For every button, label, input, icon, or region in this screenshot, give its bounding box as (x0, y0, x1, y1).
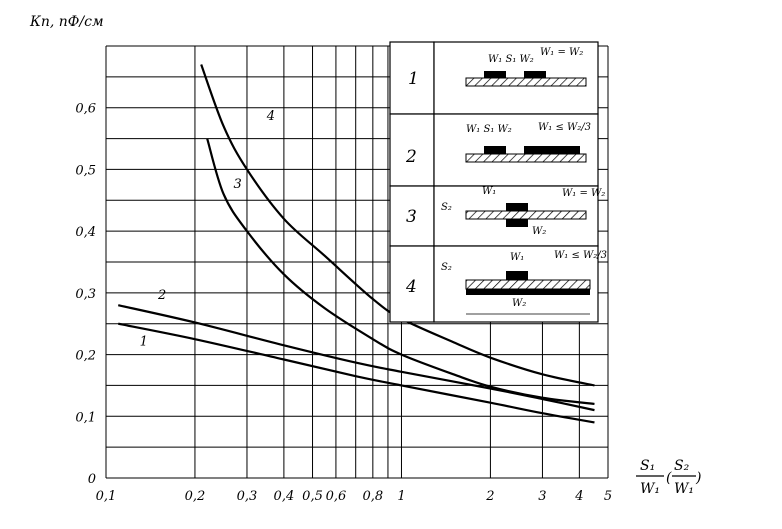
svg-text:W₁ = W₂: W₁ = W₂ (540, 47, 583, 58)
y-tick-label: 0,1 (75, 410, 96, 425)
inset-diagram: 1 W₁ = W₂ W₁ S₁ W₂ 2 W₁ ≤ W₂/3 W₁ S₁ W₂ … (389, 41, 607, 323)
x-axis-title-numerator: S₁ (640, 458, 655, 474)
inset-panel-2: 2 W₁ ≤ W₂/3 W₁ S₁ W₂ (389, 113, 599, 187)
svg-text:S₂: S₂ (441, 202, 452, 213)
svg-text:W₁ ≤ W₂/3: W₁ ≤ W₂/3 (554, 250, 607, 261)
series-3-label: 3 (233, 177, 241, 192)
svg-text:(: ( (666, 470, 672, 486)
svg-text:W₁ S₁ W₂: W₁ S₁ W₂ (488, 54, 534, 65)
y-tick-label: 0,5 (75, 163, 96, 178)
y-tick-label: 0,3 (75, 287, 96, 302)
svg-text:): ) (695, 470, 701, 486)
x-tick-label: 0,2 (185, 489, 206, 504)
series-1-line (118, 322, 595, 424)
y-tick-label: 0 (88, 472, 96, 487)
inset-panel-1: 1 W₁ = W₂ W₁ S₁ W₂ (389, 41, 599, 115)
x-tick-label: 5 (604, 489, 612, 504)
x-tick-label: 4 (574, 489, 583, 504)
series-1-label: 1 (140, 334, 148, 349)
svg-text:W₁ = W₂: W₁ = W₂ (562, 188, 605, 199)
x-tick-label: 0,8 (362, 489, 383, 504)
x-tick-label: 0,4 (274, 489, 295, 504)
series-2-label: 2 (157, 288, 166, 303)
inset-panel-3: 3 W₁ = W₂ W₁ W₂ S₂ (389, 185, 605, 247)
x-tick-label: 0,1 (96, 489, 117, 504)
series-4-line (200, 64, 595, 387)
x-tick-label: 0,6 (326, 489, 347, 504)
x-tick-label: 2 (485, 489, 494, 504)
svg-text:W₁: W₁ (510, 252, 524, 263)
x-axis-title-denominator: W₁ (640, 481, 660, 497)
svg-text:S₂: S₂ (441, 262, 452, 273)
x-tick-label: 3 (538, 489, 546, 504)
tick-labels: 0,1 0,2 0,3 0,4 0,5 0,6 0,8 1 2 3 4 500,10,20,30,40… (75, 102, 612, 504)
svg-text:W₂: W₂ (532, 226, 546, 237)
x-axis-alt-denominator: W₁ (674, 481, 694, 497)
y-axis-title: Кп, пФ/см (29, 14, 104, 30)
series-group: 1 2 3 4 (117, 64, 595, 424)
y-tick-label: 0,6 (75, 102, 96, 117)
svg-text:W₂: W₂ (512, 298, 526, 309)
x-axis-alt-numerator: S₂ (674, 458, 690, 474)
svg-text:W₁: W₁ (482, 186, 496, 197)
x-axis-title: S₁ W₁ ( S₂ W₁ ) (636, 458, 701, 497)
x-tick-label: 0,5 (302, 489, 323, 504)
series-4-label: 4 (266, 109, 275, 124)
inset-panel-2-number: 2 (405, 147, 417, 167)
svg-text:W₁ ≤ W₂/3: W₁ ≤ W₂/3 (538, 122, 591, 133)
inset-panel-1-number: 1 (408, 69, 419, 89)
x-tick-label: 1 (397, 489, 405, 504)
svg-text:W₁ S₁ W₂: W₁ S₁ W₂ (466, 124, 512, 135)
y-tick-label: 0,2 (75, 349, 96, 364)
y-tick-label: 0,4 (75, 225, 96, 240)
inset-panel-4-number: 4 (405, 277, 417, 297)
x-tick-label: 0,3 (237, 489, 258, 504)
inset-panel-4: 4 W₁ ≤ W₂/3 W₁ W₂ S₂ (389, 245, 607, 323)
inset-panel-3-number: 3 (406, 207, 417, 227)
series-3-line (206, 138, 595, 406)
